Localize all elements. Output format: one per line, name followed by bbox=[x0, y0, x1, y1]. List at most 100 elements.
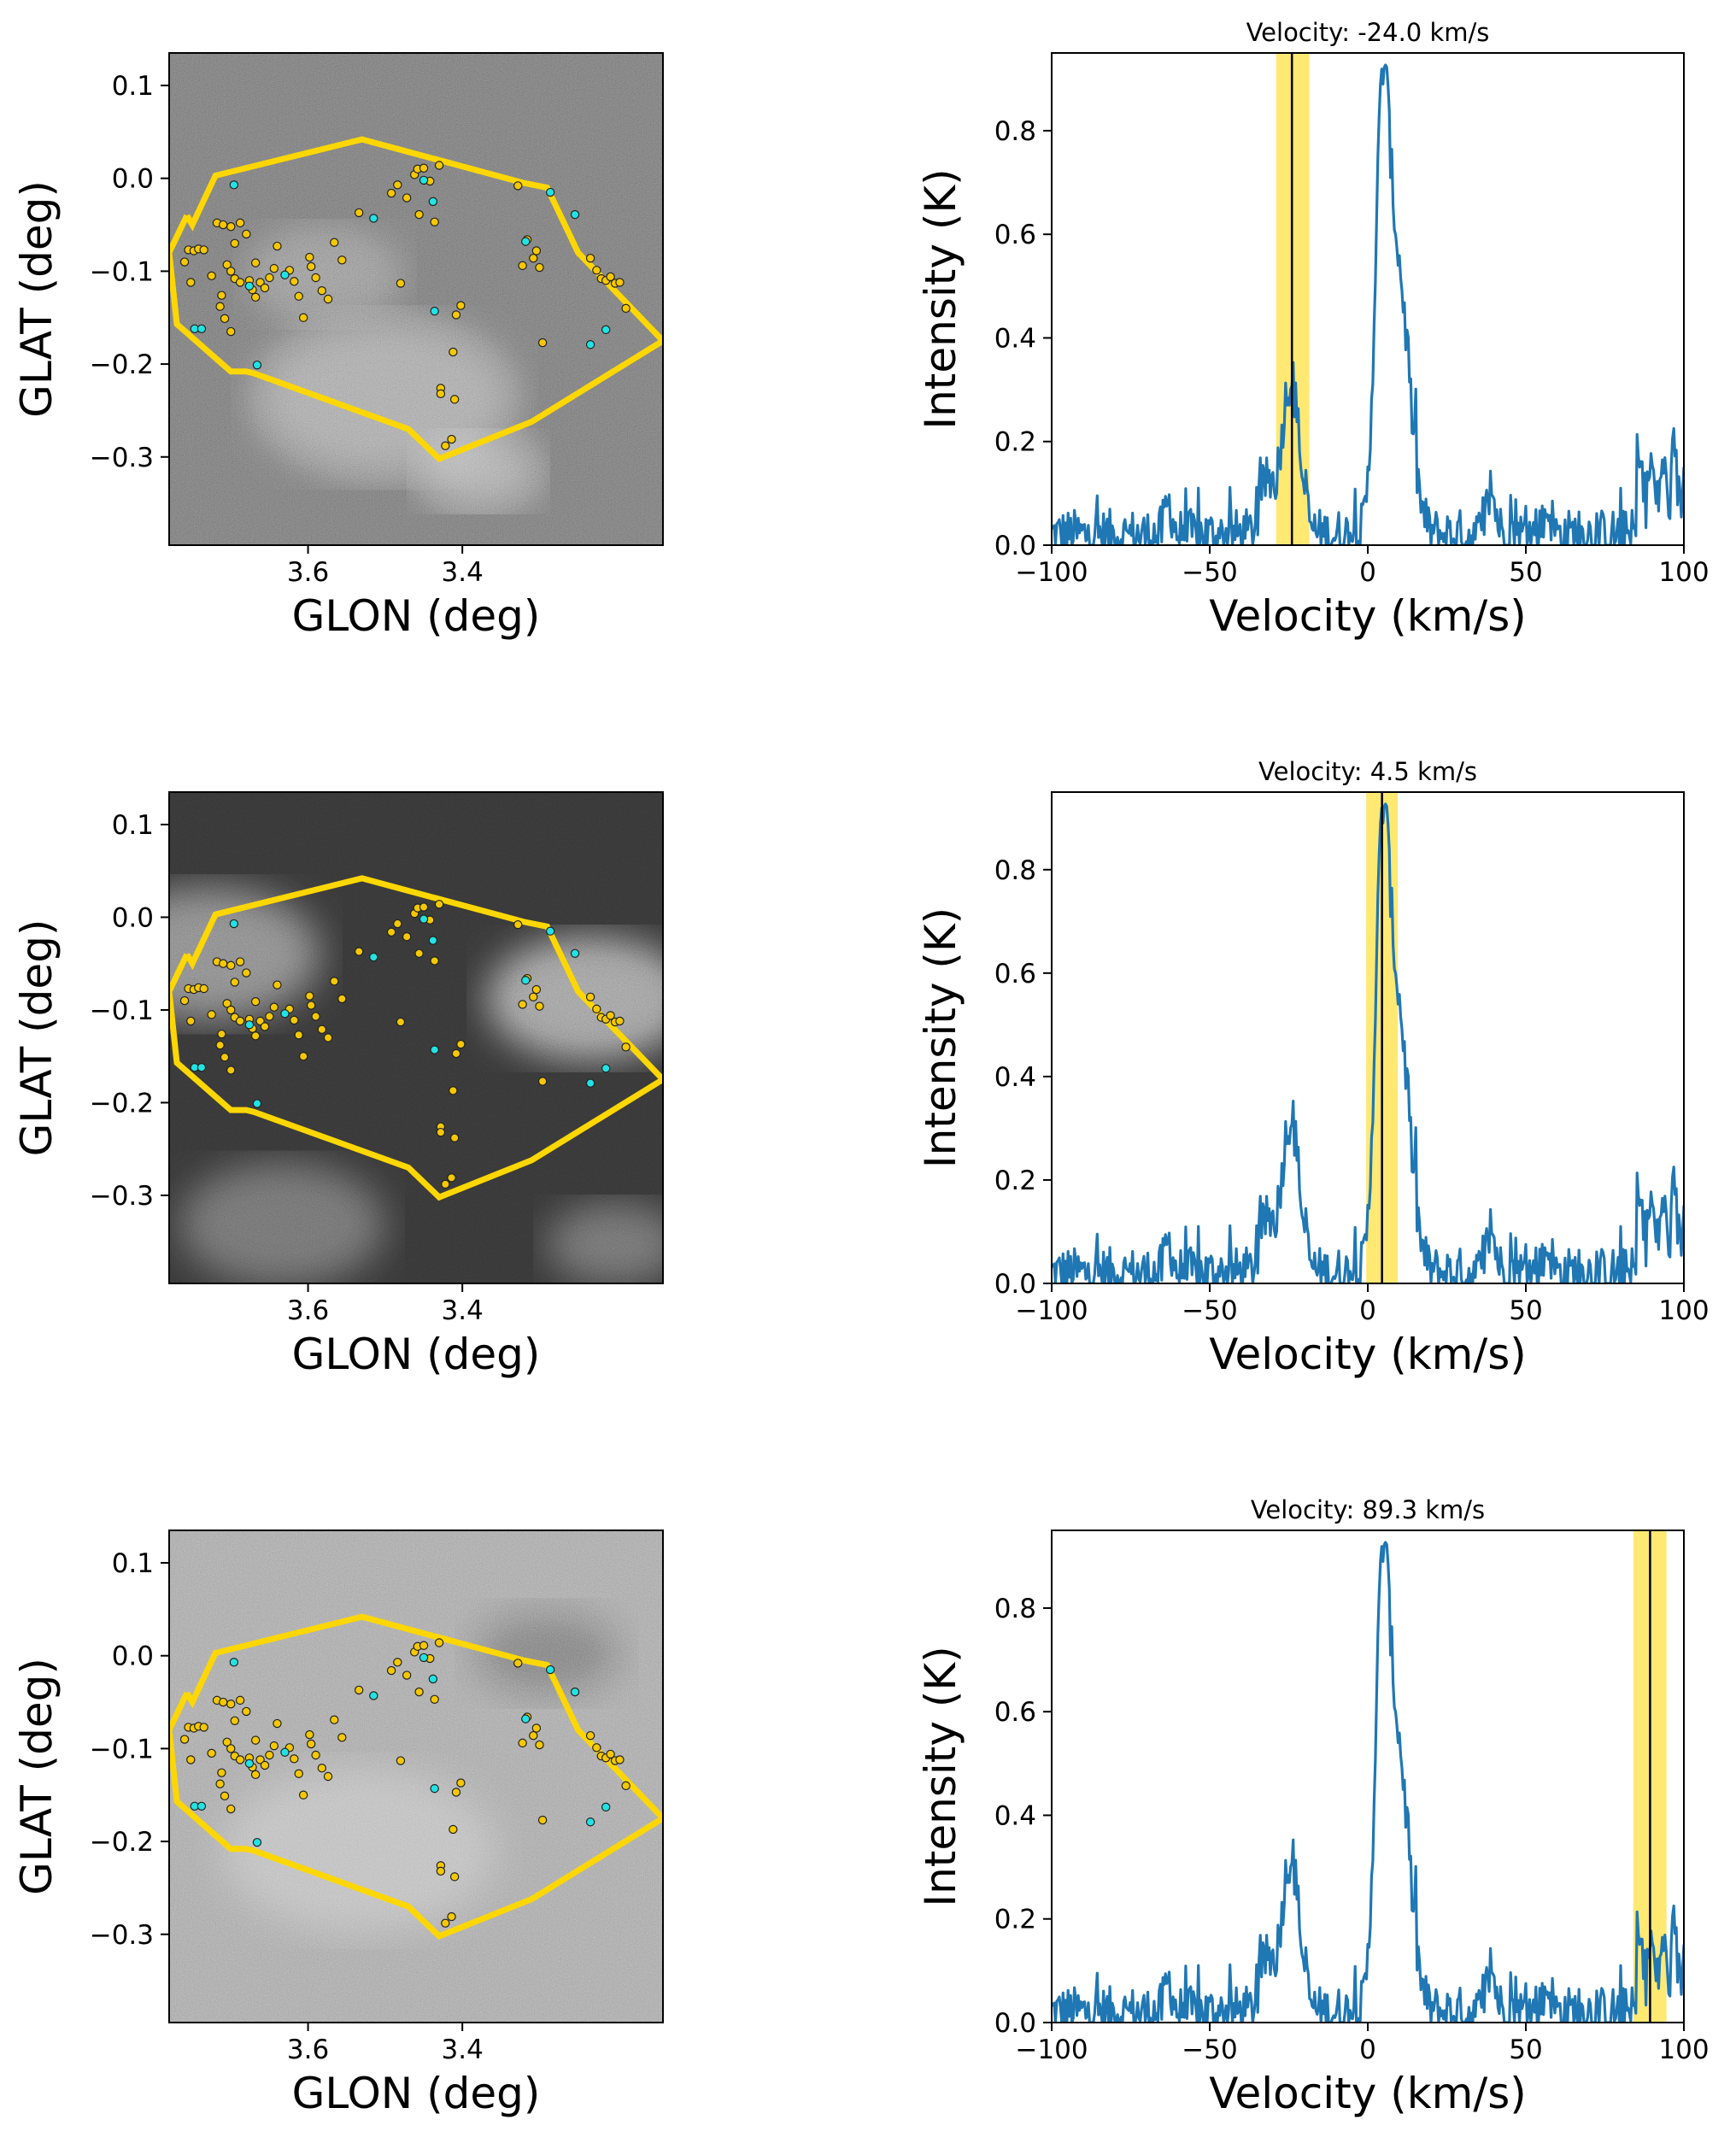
source-marker-yellow bbox=[269, 263, 279, 273]
source-marker-yellow bbox=[217, 1029, 226, 1039]
source-marker-yellow bbox=[305, 252, 314, 262]
source-marker-yellow bbox=[436, 1866, 446, 1876]
source-marker-yellow bbox=[220, 1791, 230, 1801]
x-tick-label: 100 bbox=[1658, 1295, 1709, 1326]
source-marker-yellow bbox=[393, 919, 402, 929]
source-marker-yellow bbox=[402, 193, 412, 203]
source-marker-yellow bbox=[219, 959, 228, 968]
y-tick-label: 0.0 bbox=[994, 1269, 1036, 1300]
intensity-map bbox=[169, 792, 663, 1283]
source-marker-yellow bbox=[529, 1730, 538, 1741]
x-tick-label: −100 bbox=[1015, 2035, 1088, 2065]
source-marker-yellow bbox=[199, 983, 208, 994]
map-frame bbox=[168, 1530, 664, 2023]
source-marker-yellow bbox=[323, 1771, 333, 1782]
y-tick-label: 0.8 bbox=[994, 116, 1036, 147]
region-outline bbox=[169, 136, 663, 462]
source-marker-yellow bbox=[222, 999, 232, 1008]
source-marker-yellow bbox=[436, 1127, 446, 1137]
y-axis-label: Intensity (K) bbox=[916, 907, 965, 1168]
sky-map-3: 3.6 3.4 0.1 0.0 −0.1 −0.2 −0.3 GLON (deg) GLAT (… bbox=[12, 1530, 664, 2118]
source-marker-cyan bbox=[280, 1747, 290, 1757]
region-outline bbox=[169, 1613, 663, 1940]
source-marker-yellow bbox=[449, 1824, 458, 1835]
source-marker-yellow bbox=[337, 994, 347, 1004]
source-marker-yellow bbox=[273, 980, 282, 989]
source-marker-yellow bbox=[615, 278, 625, 287]
source-marker-yellow bbox=[456, 1778, 466, 1788]
source-marker-yellow bbox=[226, 267, 236, 276]
y-axis-label: GLAT (deg) bbox=[12, 1658, 62, 1895]
source-marker-yellow bbox=[219, 220, 228, 230]
source-marker-cyan bbox=[585, 1078, 595, 1088]
source-marker-yellow bbox=[222, 1737, 232, 1747]
source-marker-yellow bbox=[306, 1001, 316, 1010]
source-marker-yellow bbox=[354, 208, 364, 218]
source-marker-yellow bbox=[226, 1700, 236, 1709]
source-marker-yellow bbox=[434, 1638, 444, 1647]
source-marker-yellow bbox=[585, 1730, 595, 1741]
source-marker-cyan bbox=[430, 1783, 439, 1794]
source-marker-yellow bbox=[393, 1658, 402, 1667]
chart-title: Velocity: 4.5 km/s bbox=[1258, 757, 1477, 786]
source-marker-cyan bbox=[430, 1045, 439, 1054]
chart-title: Velocity: -24.0 km/s bbox=[1246, 18, 1490, 47]
source-marker-yellow bbox=[531, 1723, 542, 1733]
source-marker-yellow bbox=[337, 255, 347, 265]
source-marker-yellow bbox=[306, 261, 316, 272]
source-marker-yellow bbox=[393, 180, 402, 190]
y-tick-label: −0.2 bbox=[90, 1827, 154, 1858]
y-tick-label: −0.1 bbox=[90, 1734, 154, 1764]
spectrum-1: Velocity: -24.0 km/s −100 −50 0 50 100 0.0 0.2 0… bbox=[916, 18, 1710, 641]
source-marker-yellow bbox=[451, 310, 461, 320]
source-marker-yellow bbox=[235, 1755, 245, 1764]
y-axis-label: GLAT (deg) bbox=[12, 919, 62, 1157]
source-marker-yellow bbox=[250, 1031, 261, 1041]
x-tick-label: −50 bbox=[1182, 557, 1237, 588]
source-marker-yellow bbox=[330, 1715, 339, 1724]
source-marker-yellow bbox=[230, 238, 239, 248]
y-tick-label: 0.4 bbox=[994, 1062, 1036, 1093]
x-tick-label: 100 bbox=[1658, 2035, 1709, 2065]
x-tick-label: 50 bbox=[1509, 1295, 1542, 1326]
source-marker-yellow bbox=[269, 1002, 279, 1012]
source-marker-yellow bbox=[354, 1685, 364, 1695]
source-marker-yellow bbox=[294, 1030, 303, 1040]
source-marker-yellow bbox=[414, 1687, 424, 1697]
source-marker-yellow bbox=[330, 238, 339, 247]
source-marker-yellow bbox=[255, 278, 265, 287]
source-marker-yellow bbox=[537, 1077, 548, 1086]
source-marker-yellow bbox=[615, 1016, 625, 1026]
x-tick-label: −100 bbox=[1015, 557, 1088, 588]
source-marker-yellow bbox=[235, 218, 245, 228]
region-outline bbox=[169, 875, 663, 1201]
source-marker-yellow bbox=[298, 313, 308, 322]
source-marker-yellow bbox=[606, 272, 615, 282]
source-marker-cyan bbox=[229, 919, 239, 929]
sky-map-2: 3.6 3.4 0.1 0.0 −0.1 −0.2 −0.3 GLON (deg) GLAT (… bbox=[12, 791, 664, 1379]
x-tick-label: 0 bbox=[1359, 1295, 1376, 1326]
source-marker-yellow bbox=[260, 1022, 270, 1031]
source-marker-yellow bbox=[317, 286, 327, 296]
source-marker-yellow bbox=[606, 1749, 615, 1759]
source-marker-cyan bbox=[545, 1665, 555, 1675]
source-marker-yellow bbox=[621, 1781, 630, 1791]
source-marker-cyan bbox=[430, 306, 439, 316]
x-axis-label: Velocity (km/s) bbox=[1209, 591, 1527, 641]
source-marker-cyan bbox=[419, 1653, 429, 1663]
source-marker-yellow bbox=[451, 1048, 461, 1059]
source-marker-cyan bbox=[196, 1801, 207, 1811]
source-marker-yellow bbox=[430, 956, 439, 966]
source-marker-yellow bbox=[311, 1012, 320, 1021]
source-marker-yellow bbox=[250, 996, 261, 1007]
source-marker-yellow bbox=[226, 1744, 236, 1753]
x-tick-label: 3.4 bbox=[442, 1295, 484, 1326]
source-marker-yellow bbox=[226, 960, 236, 971]
source-marker-cyan bbox=[244, 281, 255, 291]
source-marker-yellow bbox=[434, 161, 444, 170]
source-marker-cyan bbox=[229, 1658, 239, 1667]
source-marker-yellow bbox=[396, 1756, 406, 1765]
y-tick-label: 0.0 bbox=[112, 164, 154, 195]
source-marker-yellow bbox=[226, 1066, 236, 1075]
